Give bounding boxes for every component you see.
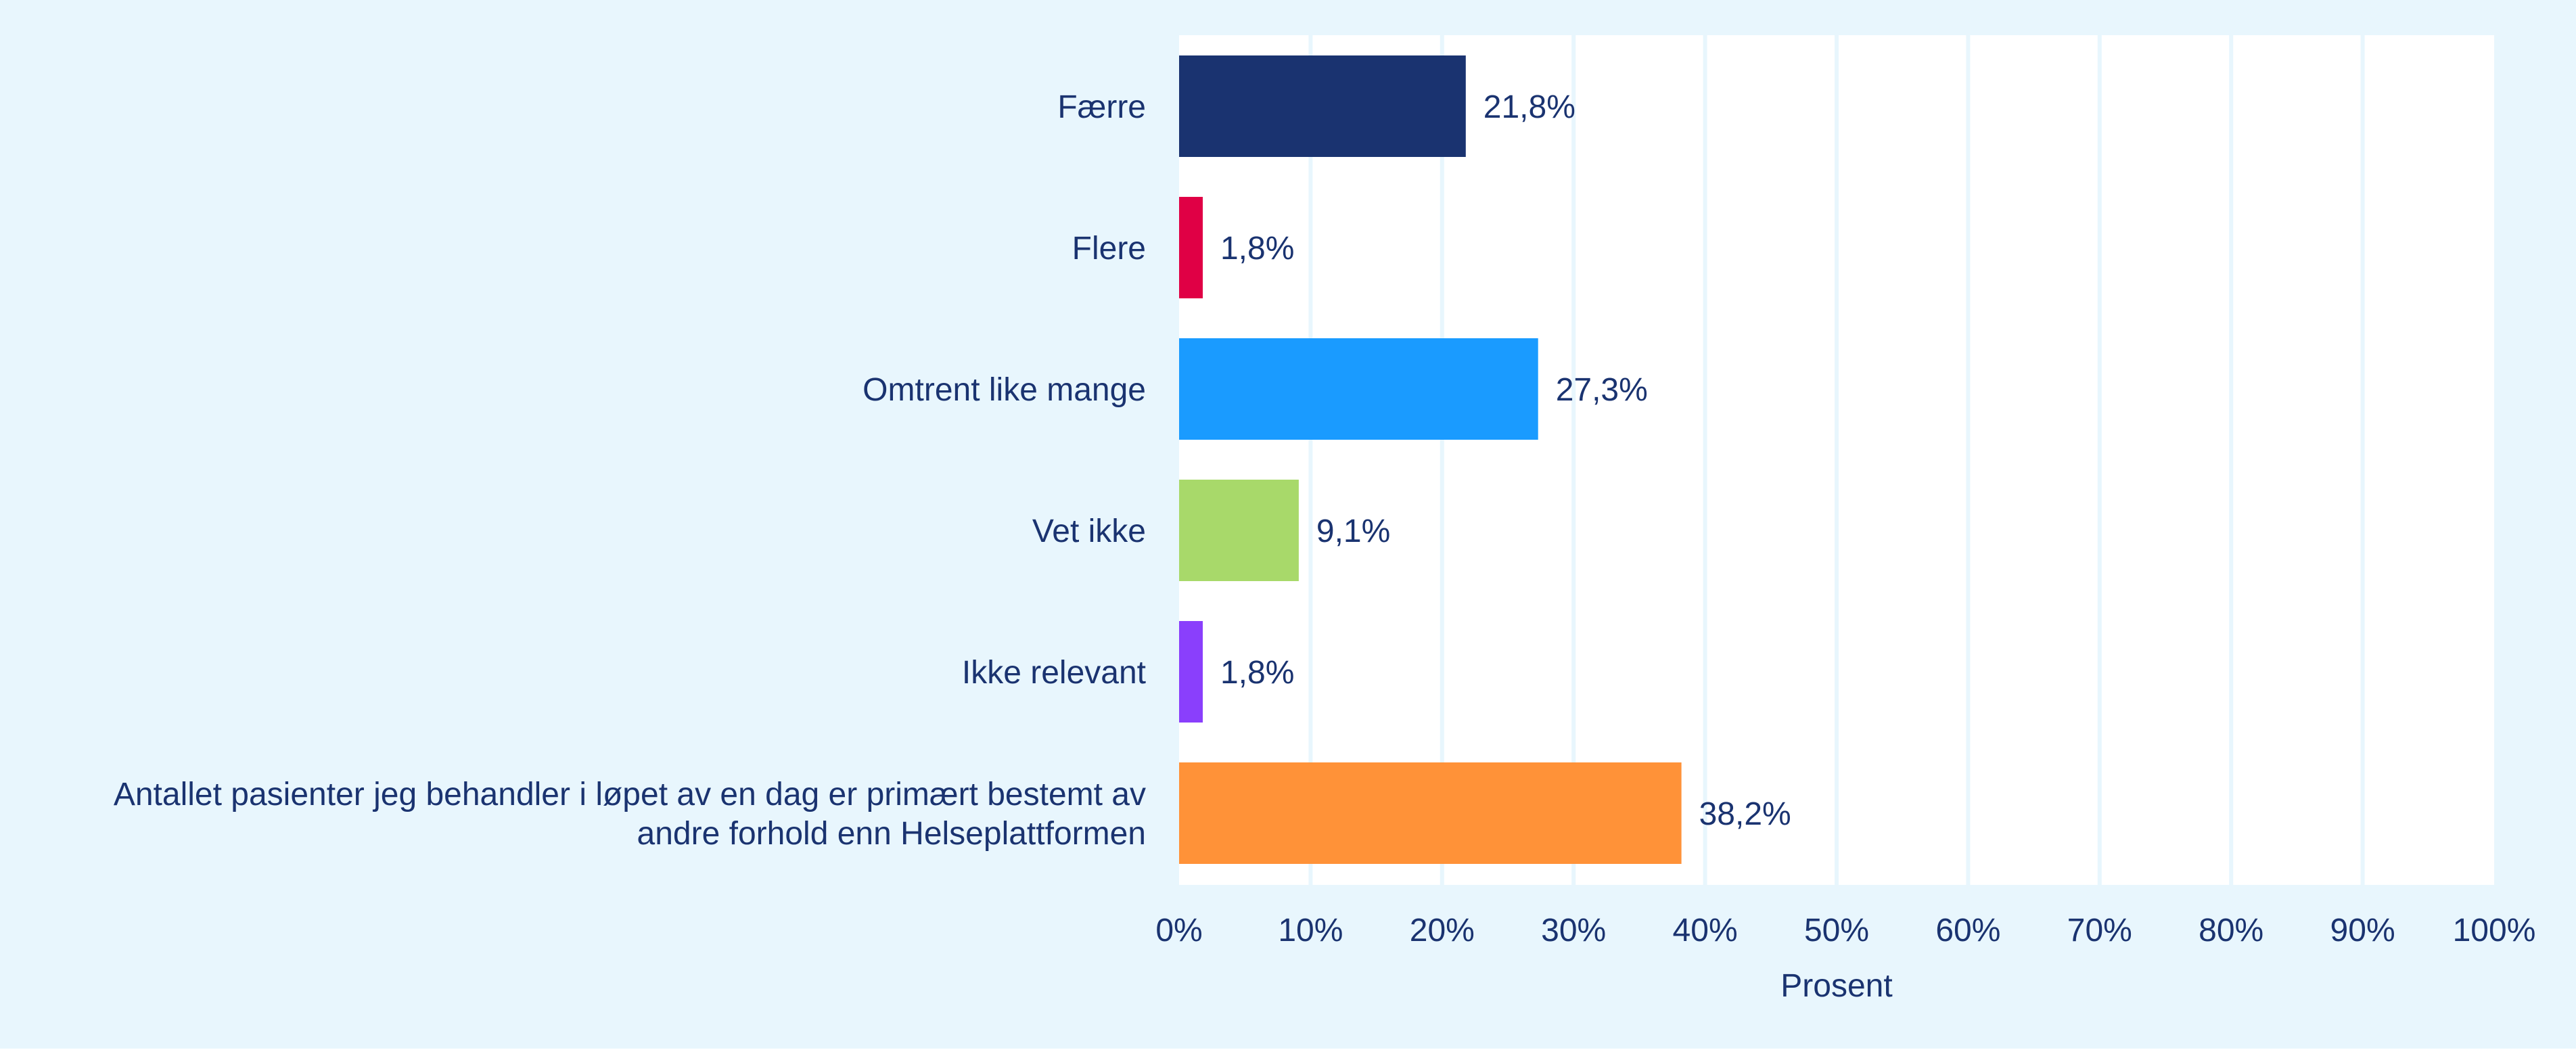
value-label: 27,3% (1556, 372, 1648, 408)
category-label: Færre (1057, 89, 1146, 125)
bar (1179, 621, 1203, 723)
category-label: Ikke relevant (962, 655, 1146, 691)
category-label: Omtrent like mange (862, 372, 1146, 408)
x-axis-title: Prosent (1780, 968, 1892, 1004)
x-tick-label: 70% (2067, 913, 2132, 948)
value-labels: 21,8% 1,8% 27,3% 9,1% 1,8% 38,2% (1220, 89, 1791, 832)
x-tick-label: 30% (1541, 913, 1606, 948)
bar (1179, 55, 1466, 157)
x-tick-label: 50% (1804, 913, 1869, 948)
x-tick-label: 0% (1155, 913, 1202, 948)
category-labels: Færre Flere Omtrent like mange Vet ikke Ikke… (114, 89, 1146, 852)
value-label: 21,8% (1484, 89, 1576, 125)
category-label: Flere (1072, 231, 1146, 267)
category-label: Vet ikke (1032, 513, 1146, 549)
bar (1179, 338, 1538, 440)
x-tick-labels: 0% 10% 20% 30% 40% 50% 60% 70% 80% 90% 100% (1155, 913, 2535, 948)
bars (1179, 55, 1682, 864)
x-tick-label: 100% (2453, 913, 2536, 948)
value-label: 9,1% (1316, 513, 1390, 549)
x-tick-label: 90% (2330, 913, 2395, 948)
x-tick-label: 60% (1935, 913, 2000, 948)
x-tick-label: 40% (1673, 913, 1738, 948)
x-tick-label: 20% (1410, 913, 1475, 948)
value-label: 1,8% (1220, 655, 1294, 691)
gridlines (1308, 35, 2365, 885)
bar (1179, 197, 1203, 298)
x-tick-label: 80% (2199, 913, 2263, 948)
x-tick-label: 10% (1278, 913, 1343, 948)
bar (1179, 480, 1299, 581)
value-label: 1,8% (1220, 231, 1294, 267)
bar (1179, 762, 1682, 864)
category-label: Antallet pasienter jeg behandler i løpet… (114, 777, 1146, 812)
value-label: 38,2% (1699, 796, 1791, 832)
category-label: andre forhold enn Helseplattformen (637, 816, 1146, 852)
